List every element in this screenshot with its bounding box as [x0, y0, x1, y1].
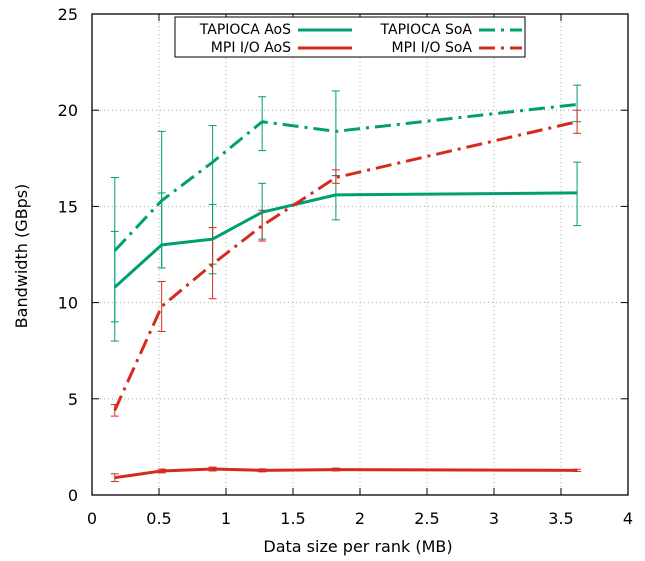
- y-tick-label: 0: [68, 486, 78, 505]
- error-bar-mpi-i-o-aos: [110, 473, 119, 483]
- y-tick-label: 10: [58, 294, 78, 313]
- series-line-tapioca-soa: [113, 102, 578, 252]
- error-bars: [110, 84, 582, 483]
- series-line-tapioca-aos: [113, 191, 578, 289]
- x-tick-label: 3.5: [548, 509, 573, 528]
- error-bar-tapioca-soa: [331, 90, 340, 177]
- error-bar-mpi-i-o-soa: [331, 169, 340, 184]
- legend-label-tapioca-aos: TAPIOCA AoS: [199, 22, 291, 38]
- error-bar-mpi-i-o-soa: [573, 109, 582, 134]
- series-lines: [113, 102, 578, 480]
- x-tick-label: 0.5: [146, 509, 171, 528]
- y-tick-label: 5: [68, 390, 78, 409]
- x-tick-label: 4: [623, 509, 633, 528]
- legend-box: [174, 16, 526, 58]
- x-tick-labels: 0 0.5 1 1.5 2 2.5 3 3.5 4: [87, 509, 633, 528]
- y-axis-label: Bandwidth (GBps): [12, 184, 31, 329]
- x-tick-label: 2: [355, 509, 365, 528]
- legend: TAPIOCA AoS MPI I/O AoS TAPIOCA SoA MPI …: [174, 16, 526, 58]
- grid-lines: [92, 14, 628, 495]
- x-tick-label: 3: [489, 509, 499, 528]
- legend-label-tapioca-soa: TAPIOCA SoA: [380, 22, 473, 38]
- series-line-mpi-i-o-soa: [113, 120, 578, 411]
- legend-label-mpi-aos: MPI I/O AoS: [211, 40, 291, 56]
- x-tick-label: 0: [87, 509, 97, 528]
- y-tick-label: 15: [58, 197, 78, 216]
- x-axis-label: Data size per rank (MB): [263, 537, 452, 556]
- y-tick-label: 25: [58, 5, 78, 24]
- x-tick-label: 1.5: [280, 509, 305, 528]
- legend-label-mpi-soa: MPI I/O SoA: [392, 40, 473, 56]
- y-tick-labels: 0 5 10 15 20 25: [58, 5, 78, 505]
- x-tick-label: 2.5: [414, 509, 439, 528]
- x-tick-label: 1: [221, 509, 231, 528]
- error-bar-mpi-i-o-soa: [157, 280, 166, 332]
- series-line-mpi-i-o-aos: [114, 467, 578, 480]
- y-tick-label: 20: [58, 101, 78, 120]
